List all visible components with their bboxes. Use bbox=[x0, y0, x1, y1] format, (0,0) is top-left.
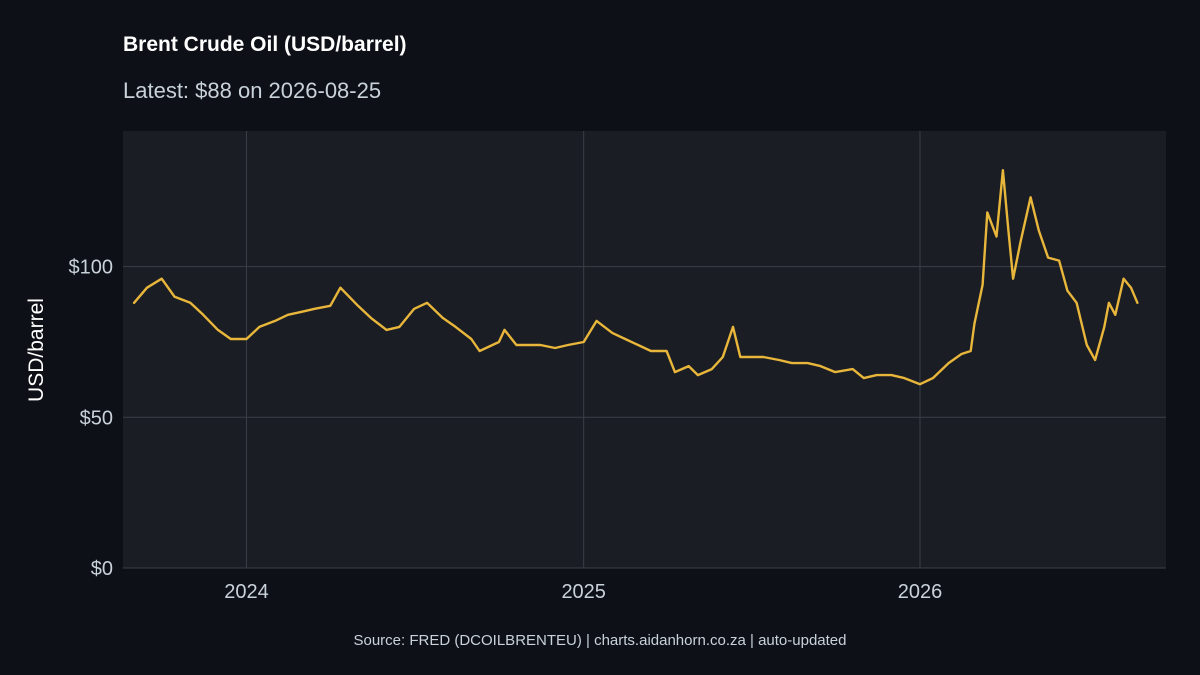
x-tick-label: 2025 bbox=[561, 581, 606, 603]
y-tick-label: $50 bbox=[80, 407, 113, 429]
y-tick-label: $100 bbox=[69, 257, 114, 279]
series-line-brent bbox=[132, 168, 1139, 386]
series-layer bbox=[132, 168, 1139, 386]
grid-lines bbox=[123, 131, 1166, 569]
plot-panel bbox=[123, 131, 1166, 568]
source-caption: Source: FRED (DCOILBRENTEU) | charts.aid… bbox=[353, 632, 847, 649]
chart-title: Brent Crude Oil (USD/barrel) bbox=[123, 33, 407, 56]
y-tick-label: $0 bbox=[91, 558, 113, 580]
chart-subtitle: Latest: $88 on 2026-08-25 bbox=[123, 78, 382, 103]
y-axis-label: USD/barrel bbox=[25, 298, 48, 402]
axis-tick-labels: $0 $50 $100 2024 2025 2026 bbox=[69, 257, 943, 603]
x-tick-label: 2024 bbox=[224, 581, 269, 603]
x-tick-label: 2026 bbox=[898, 581, 943, 603]
